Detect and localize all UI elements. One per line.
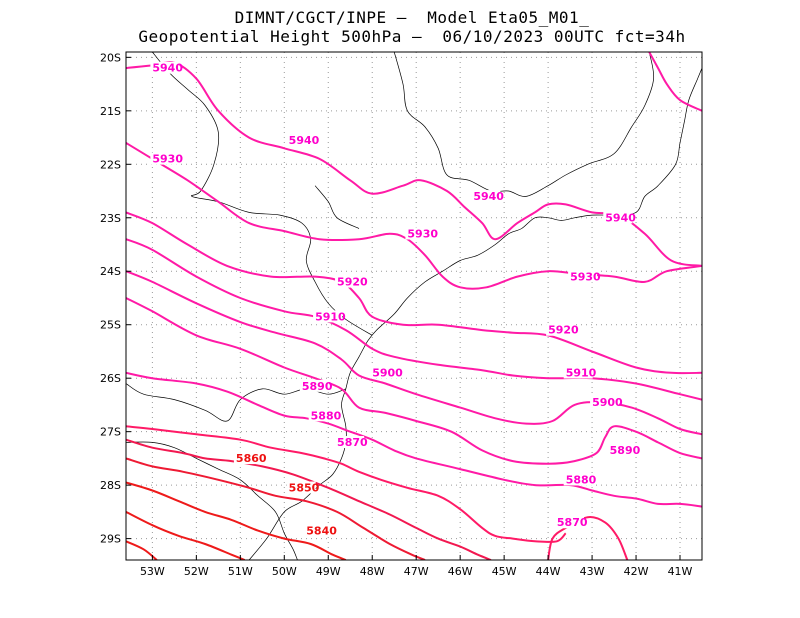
tick-label-lat: 27S	[100, 426, 121, 439]
contour-label-bg	[150, 152, 180, 165]
contour-label: 5930	[152, 153, 183, 166]
coastline	[152, 52, 373, 336]
contour-label-bg	[546, 323, 576, 336]
contour-label: 5870	[557, 516, 588, 529]
coastline	[314, 185, 360, 229]
contour-label: 5940	[289, 134, 320, 147]
contour-label: 5890	[302, 380, 333, 393]
contour-label: 5920	[337, 276, 368, 289]
contour-label: 5900	[592, 396, 623, 409]
contour-label-bg	[286, 481, 316, 494]
tick-label-lat: 29S	[100, 533, 121, 546]
contour-label: 5940	[473, 190, 504, 203]
contour-line-5840	[126, 481, 347, 560]
contour-label: 5860	[236, 452, 267, 465]
contour-label-bg	[405, 227, 435, 240]
contour-line-5930	[126, 142, 702, 290]
contour-label-bg	[150, 61, 180, 74]
contour-line-5860	[126, 438, 492, 560]
coastline-layer	[126, 52, 702, 560]
contour-label-bg	[335, 275, 365, 288]
contour-label: 5840	[306, 524, 337, 537]
contour-label-bg	[554, 516, 584, 529]
contour-label-bg	[471, 190, 501, 203]
contour-label: 5940	[152, 62, 183, 75]
tick-label-lat: 22S	[100, 158, 121, 171]
contour-label: 5910	[566, 367, 597, 380]
coastline	[248, 67, 702, 560]
axis-ticks: 53W 52W 51W 50W 49W 48W 47W 46W 45W 44W 43W 42W 41W 2…	[100, 51, 693, 578]
plot-frame	[125, 51, 703, 561]
contour-label-bg	[313, 310, 343, 323]
contour-line-5850	[126, 457, 426, 560]
contour-line-5900	[126, 270, 702, 436]
contour-label: 5850	[289, 481, 320, 494]
tick-label-lon: 53W	[140, 565, 165, 578]
contour-label: 5900	[372, 367, 403, 380]
contour-line-5880	[126, 371, 702, 508]
contour-label: 5870	[337, 436, 368, 449]
tick-label-lat: 20S	[100, 51, 121, 64]
contour-label: 5890	[610, 444, 641, 457]
tick-label-lon: 41W	[668, 565, 693, 578]
contour-label-bg	[568, 270, 598, 283]
tick-label-lon: 50W	[272, 565, 297, 578]
tick-label-lon: 46W	[448, 565, 473, 578]
chart-title-line-1: DIMNT/CGCT/INPE – Model Eta05_M01_	[234, 8, 590, 27]
chart-title-line-2: Geopotential Height 500hPa – 06/10/2023 …	[138, 27, 686, 46]
grid-lines	[126, 52, 702, 560]
coastline	[393, 52, 655, 197]
contour-line-5830	[126, 511, 246, 560]
tick-label-lon: 44W	[536, 565, 561, 578]
tick-label-lat: 21S	[100, 105, 121, 118]
tick-label-lat: 28S	[100, 479, 121, 492]
tick-label-lon: 43W	[580, 565, 605, 578]
contour-label: 5930	[407, 227, 438, 240]
contour-label-bg	[286, 133, 316, 146]
tick-label-lon: 48W	[360, 565, 385, 578]
contour-label: 5880	[566, 473, 597, 486]
contour-label-bg	[335, 436, 365, 449]
contour-label-bg	[308, 409, 338, 422]
contour-label: 5920	[548, 324, 579, 337]
contour-label-bg	[607, 444, 637, 457]
contour-label-bg	[590, 395, 620, 408]
contour-label-bg	[299, 379, 329, 392]
contour-label: 5910	[315, 310, 346, 323]
tick-label-lon: 49W	[316, 565, 341, 578]
tick-label-lon: 52W	[184, 565, 209, 578]
contour-label-bg	[603, 211, 633, 224]
contour-line-5910	[126, 238, 702, 401]
contour-label-layer: 5940 5940 5940 5940 5930 5930 5930 5920 5920 5910…	[150, 61, 641, 537]
contour-label-bg	[563, 473, 593, 486]
tick-label-lon: 45W	[492, 565, 517, 578]
contour-label-bg	[304, 524, 334, 537]
contour-line-5870	[126, 425, 567, 543]
contour-label-bg	[563, 366, 593, 379]
tick-label-lat: 23S	[100, 212, 121, 225]
contour-line-5870	[547, 516, 629, 560]
tick-label-lon: 47W	[404, 565, 429, 578]
tick-label-lat: 25S	[100, 319, 121, 332]
contour-line-5890	[126, 297, 702, 465]
tick-label-lat: 26S	[100, 372, 121, 385]
contour-line-5940	[648, 52, 702, 112]
contour-line-5820	[126, 540, 158, 560]
contour-layer	[126, 52, 702, 560]
contour-label: 5940	[605, 211, 636, 224]
tick-label-lat: 24S	[100, 265, 121, 278]
contour-line-5940	[126, 61, 702, 267]
contour-label: 5930	[570, 270, 601, 283]
contour-label-bg	[233, 452, 263, 465]
tick-label-lon: 42W	[624, 565, 649, 578]
contour-line-5920	[126, 211, 702, 375]
tick-label-lon: 51W	[228, 565, 253, 578]
contour-label-bg	[370, 366, 400, 379]
contour-label: 5880	[311, 409, 342, 422]
